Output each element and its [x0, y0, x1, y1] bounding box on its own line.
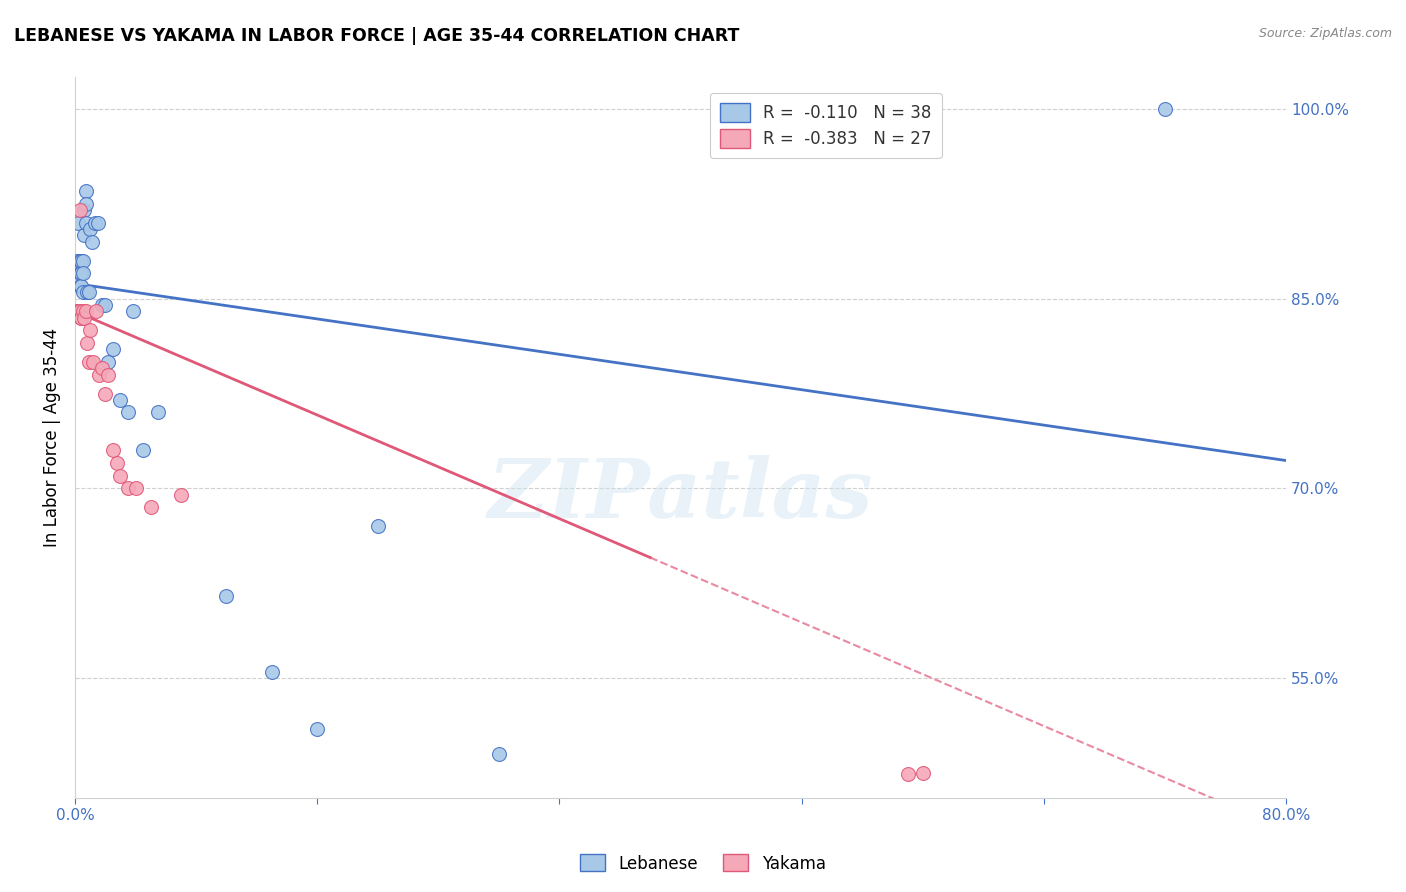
Point: [69, 267, 91, 281]
Point: [260, 665, 283, 679]
Point: [73, 203, 96, 218]
Point: [76, 335, 98, 350]
Point: [101, 343, 124, 357]
Point: [124, 481, 146, 495]
Point: [101, 443, 124, 458]
Point: [82, 355, 104, 369]
Point: [97, 368, 120, 382]
Point: [70, 253, 93, 268]
Point: [75, 197, 97, 211]
Point: [896, 767, 918, 781]
Point: [73, 310, 96, 325]
Point: [94, 298, 117, 312]
Point: [117, 481, 139, 495]
Point: [67, 216, 90, 230]
Point: [91, 361, 114, 376]
Point: [75, 216, 97, 230]
Point: [70, 267, 93, 281]
Point: [110, 392, 132, 407]
Point: [86, 216, 108, 230]
Legend: Lebanese, Yakama: Lebanese, Yakama: [574, 847, 832, 880]
Point: [65, 253, 87, 268]
Point: [65, 304, 87, 318]
Point: [91, 298, 114, 312]
Point: [148, 405, 170, 419]
Point: [72, 253, 94, 268]
Point: [75, 304, 97, 318]
Point: [72, 267, 94, 281]
Point: [70, 310, 93, 325]
Point: [79, 222, 101, 236]
Text: LEBANESE VS YAKAMA IN LABOR FORCE | AGE 35-44 CORRELATION CHART: LEBANESE VS YAKAMA IN LABOR FORCE | AGE …: [14, 27, 740, 45]
Point: [75, 184, 97, 198]
Point: [79, 323, 101, 337]
Point: [1153, 102, 1175, 116]
Point: [80, 235, 103, 249]
Point: [110, 468, 132, 483]
Point: [170, 488, 193, 502]
Point: [84, 304, 107, 318]
Point: [69, 279, 91, 293]
Point: [488, 747, 510, 761]
Point: [72, 285, 94, 300]
Point: [67, 304, 90, 318]
Point: [67, 260, 90, 274]
Point: [132, 443, 155, 458]
Point: [215, 589, 238, 603]
Point: [73, 228, 96, 243]
Point: [94, 386, 117, 401]
Point: [83, 216, 105, 230]
Point: [70, 279, 93, 293]
Point: [911, 765, 934, 780]
Point: [72, 304, 94, 318]
Point: [117, 405, 139, 419]
Legend: R =  -0.110   N = 38, R =  -0.383   N = 27: R = -0.110 N = 38, R = -0.383 N = 27: [710, 93, 942, 158]
Point: [69, 253, 91, 268]
Point: [367, 519, 389, 533]
Point: [77, 285, 100, 300]
Point: [139, 500, 162, 515]
Point: [105, 456, 128, 470]
Point: [97, 355, 120, 369]
Text: Source: ZipAtlas.com: Source: ZipAtlas.com: [1258, 27, 1392, 40]
Y-axis label: In Labor Force | Age 35-44: In Labor Force | Age 35-44: [44, 328, 60, 548]
Point: [307, 722, 329, 736]
Point: [76, 285, 98, 300]
Point: [69, 304, 91, 318]
Point: [77, 355, 100, 369]
Point: [121, 304, 143, 318]
Point: [89, 368, 111, 382]
Text: ZIPatlas: ZIPatlas: [488, 456, 873, 535]
Point: [70, 310, 93, 325]
Point: [69, 203, 91, 218]
